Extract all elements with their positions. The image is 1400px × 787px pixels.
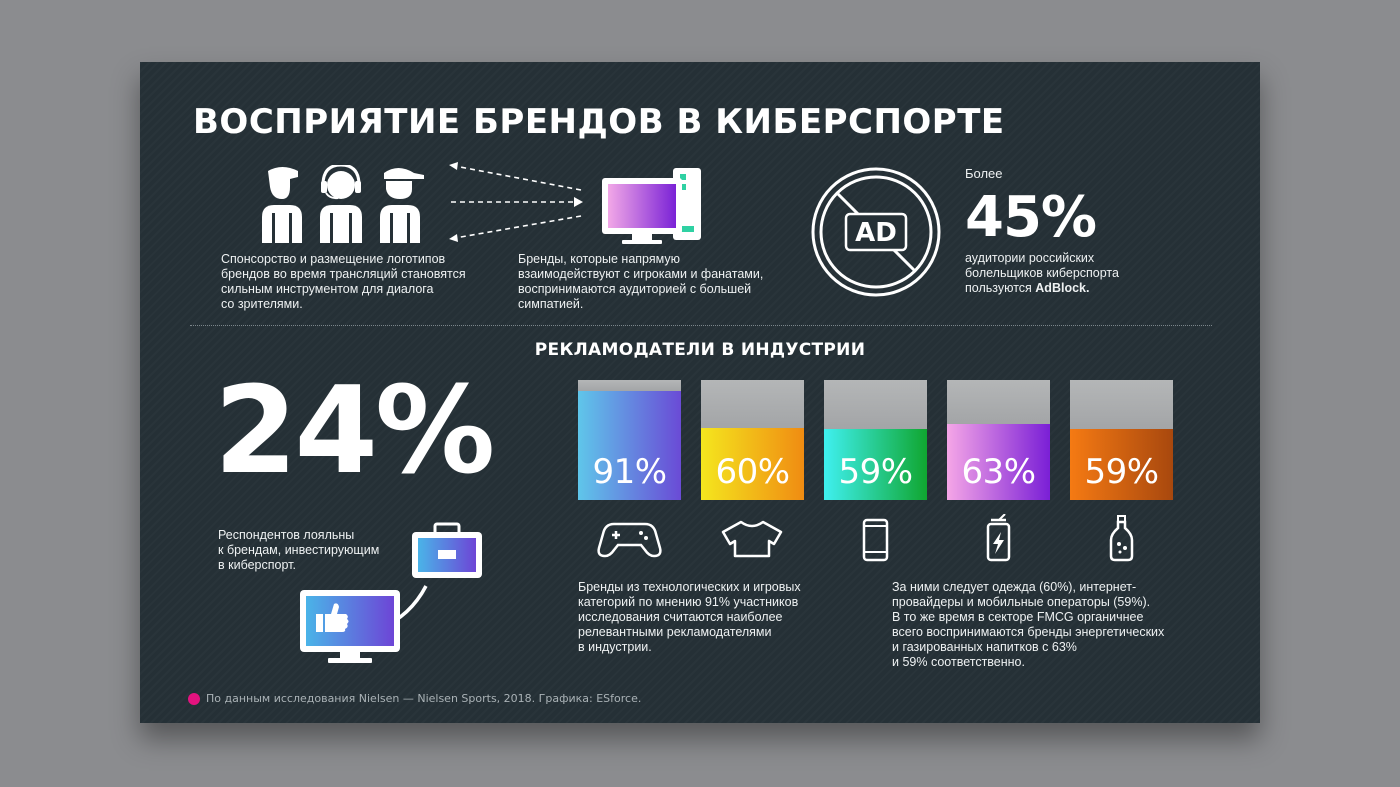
adblock-last-line-prefix: пользуются [965, 281, 1036, 295]
text-line: исследования считаются наиболее [578, 610, 783, 624]
text-line: категорий по мнению 91% участников [578, 595, 799, 609]
text-line: воспринимаются аудиторией с большей [518, 282, 752, 296]
text-line: брендов во время трансляций становятся [221, 267, 466, 281]
bar-fill [824, 429, 927, 500]
text-line: релевантными рекламодателями [578, 625, 772, 639]
briefcase-icon [412, 522, 482, 578]
no-ads-icon: AD [811, 167, 941, 297]
page-title: ВОСПРИЯТИЕ БРЕНДОВ В КИБЕРСПОРТЕ [193, 102, 1005, 142]
text-line: взаимодействуют с игроками и фанатами, [518, 267, 764, 281]
source-footer: По данным исследования Nielsen — Nielsen… [188, 692, 641, 705]
text-line: В то же время в секторе FMCG органичнее [892, 610, 1144, 624]
adblock-text: аудитории российских болельщиков киберсп… [965, 251, 1165, 296]
text-line: и 59% соответственно. [892, 655, 1025, 669]
tech-brands-text: Бренды из технологических и игровых кате… [578, 580, 858, 655]
text-line: Бренды из технологических и игровых [578, 580, 801, 594]
bar-track [1070, 380, 1173, 429]
text-line: со зрителями. [221, 297, 303, 311]
text-line: симпатией. [518, 297, 584, 311]
accent-dot-icon [188, 692, 200, 705]
text-line: болельщиков киберспорта [965, 266, 1119, 280]
text-line: За ними следует одежда (60%), интернет- [892, 580, 1137, 594]
bar-fill [1070, 429, 1173, 500]
infographic-card: ВОСПРИЯТИЕ БРЕНДОВ В КИБЕРСПОРТЕ [140, 62, 1260, 723]
loyal-percent: 24% [214, 362, 495, 501]
loyal-text: Респондентов лояльны к брендам, инвестир… [218, 528, 418, 573]
energy-can-icon [986, 514, 1011, 562]
bar-fill [701, 428, 804, 500]
text-line: провайдеры и мобильные операторы (59%). [892, 595, 1151, 609]
bar-clothing: 60% [701, 380, 804, 500]
bar-label: 59% [838, 452, 913, 492]
tshirt-icon [721, 520, 783, 558]
brands-interaction-text: Бренды, которые напрямую взаимодействуют… [518, 252, 788, 312]
smartphone-icon [862, 518, 889, 562]
sponsorship-text: Спонсорство и размещение логотипов бренд… [221, 252, 491, 312]
text-line: и газированных напитков с 63% [892, 640, 1077, 654]
source-text: По данным исследования Nielsen — Nielsen… [206, 692, 642, 705]
bar-track [824, 380, 927, 429]
bar-fill [947, 424, 1050, 500]
dashed-arrows-icon [449, 162, 583, 242]
computer-icon [602, 168, 701, 244]
bar-fill [578, 391, 681, 500]
text-line: Спонсорство и размещение логотипов [221, 252, 446, 266]
bar-label: 60% [715, 452, 790, 492]
investment-illustration [300, 522, 482, 663]
text-line: в индустрии. [578, 640, 652, 654]
soda-bottle-icon [1109, 515, 1134, 562]
text-line: в киберспорт. [218, 558, 296, 572]
text-line: аудитории российских [965, 251, 1095, 265]
section-divider [190, 325, 1212, 326]
bar-label: 91% [592, 452, 667, 492]
advertisers-chart: 91% 60% 59% 63% 59% [578, 380, 1178, 580]
section-subtitle: РЕКЛАМОДАТЕЛИ В ИНДУСТРИИ [534, 340, 866, 360]
adblock-prefix: Более [965, 166, 1003, 181]
text-line: к брендам, инвестирующим [218, 543, 380, 557]
bar-energy-drinks: 63% [947, 380, 1050, 500]
fans-icon [262, 165, 424, 243]
text-line: Бренды, которые напрямую [518, 252, 680, 266]
fmcg-text: За ними следует одежда (60%), интернет- … [892, 580, 1212, 670]
bar-track [578, 380, 681, 391]
text-line: сильным инструментом для диалога [221, 282, 434, 296]
text-line: всего воспринимаются бренды энергетическ… [892, 625, 1165, 639]
bar-label: 59% [1084, 452, 1159, 492]
gamepad-icon [597, 522, 662, 558]
adblock-value: 45% [965, 185, 1097, 250]
ad-badge-text: AD [855, 218, 897, 248]
bar-track [947, 380, 1050, 424]
text-line: пользуются AdBlock. [965, 281, 1165, 296]
adblock-brand: AdBlock. [1035, 281, 1090, 295]
bar-games-tech: 91% [578, 380, 681, 500]
bar-track [701, 380, 804, 428]
thumbs-up-monitor-icon [300, 590, 400, 663]
text-line: Респондентов лояльны [218, 528, 355, 542]
bar-soda: 59% [1070, 380, 1173, 500]
bar-mobile-operators: 59% [824, 380, 927, 500]
bar-label: 63% [961, 452, 1036, 492]
